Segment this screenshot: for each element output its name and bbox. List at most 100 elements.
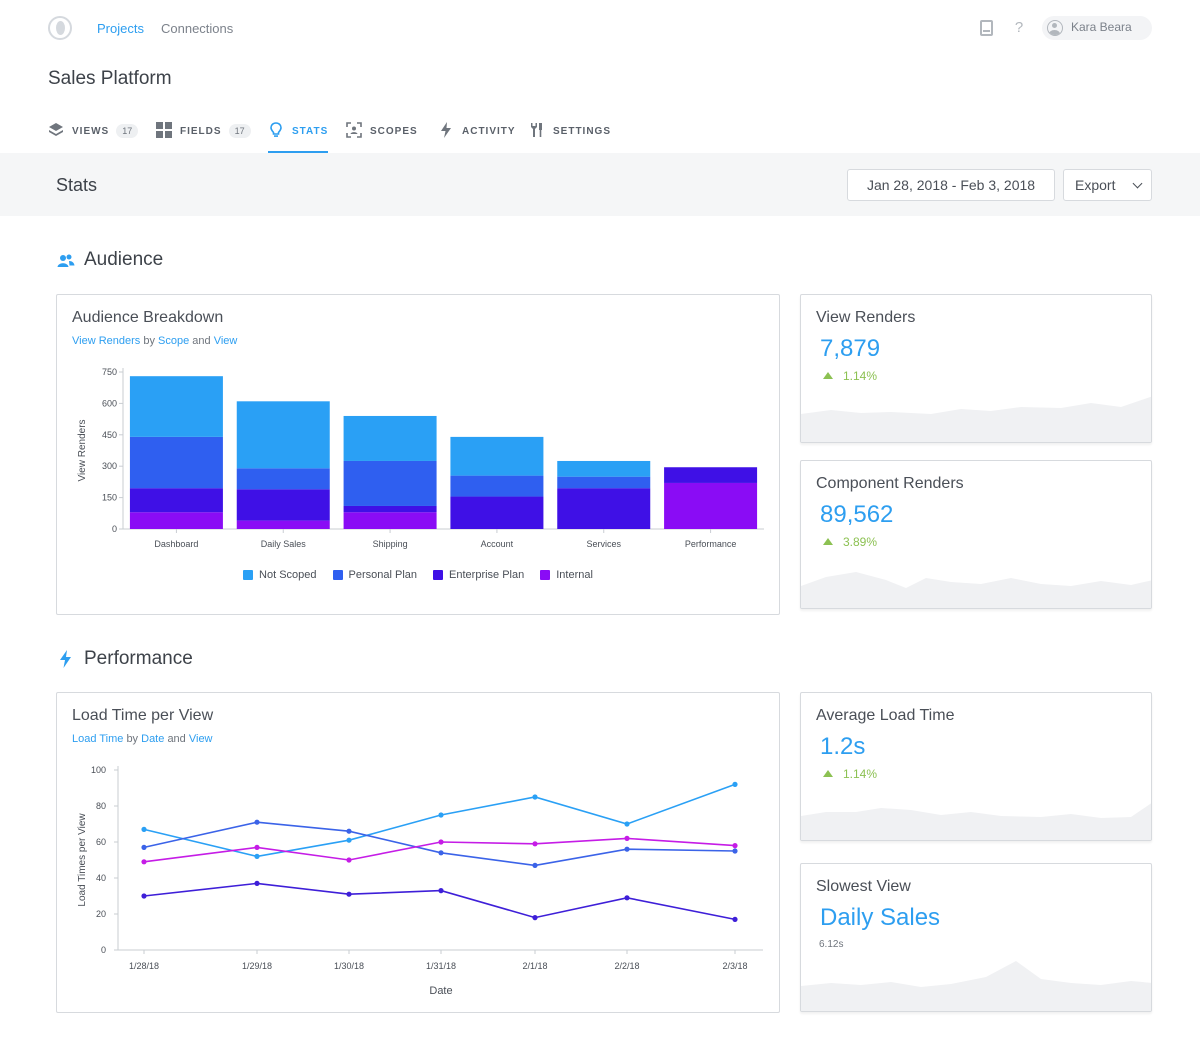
y-tick-label: 0 [112, 524, 117, 534]
bar-segment [129, 488, 223, 513]
nav-projects[interactable]: Projects [97, 21, 144, 36]
legend-label: Enterprise Plan [449, 569, 525, 581]
data-point [254, 853, 260, 859]
audience-breakdown-card: Audience Breakdown View Renders by Scope… [56, 294, 780, 615]
legend-item[interactable]: Not Scoped [243, 569, 317, 581]
y-tick-label: 750 [102, 367, 117, 377]
data-point [732, 916, 738, 922]
subtitle-metric-link[interactable]: View Renders [72, 335, 141, 347]
bar-segment [343, 512, 437, 529]
tab-fields[interactable]: FIELDS 17 [156, 122, 251, 153]
bar-segment [236, 489, 330, 521]
bar-segment [343, 505, 437, 513]
x-tick-label: 2/1/18 [522, 961, 547, 971]
subtitle-dim2-link[interactable]: View [188, 733, 213, 745]
data-point [624, 895, 630, 901]
load-time-card: Load Time per View Load Time by Date and… [56, 692, 780, 1013]
tab-settings[interactable]: SETTINGS [529, 122, 611, 153]
top-nav: Projects Connections ? Kara Beara [0, 0, 1200, 56]
subtitle-dim1-link[interactable]: Date [141, 733, 165, 745]
legend-swatch [540, 570, 551, 580]
tab-fields-label: FIELDS [180, 126, 222, 137]
data-point [141, 893, 147, 899]
legend-label: Personal Plan [348, 569, 418, 581]
slowest-view-title: Slowest View [816, 878, 911, 895]
tab-views-count: 17 [116, 124, 139, 138]
audience-section-title: Audience [84, 249, 164, 270]
subtitle-dim2-link[interactable]: View [213, 335, 238, 347]
view-renders-card: View Renders 7,879 1.14% [800, 294, 1152, 443]
docs-book-icon[interactable] [980, 20, 993, 36]
data-point [346, 837, 352, 843]
x-tick-label: Account [481, 539, 514, 549]
data-point [141, 844, 147, 850]
x-tick-label: 1/31/18 [426, 961, 456, 971]
x-tick-label: Daily Sales [261, 539, 307, 549]
data-point [532, 794, 538, 800]
y-tick-label: 150 [102, 493, 117, 503]
data-point [532, 862, 538, 868]
y-tick-label: 20 [96, 909, 106, 919]
legend-item[interactable]: Internal [540, 569, 593, 581]
data-point [532, 915, 538, 921]
view-renders-change: 1.14% [823, 369, 877, 383]
y-tick-label: 300 [102, 461, 117, 471]
y-tick-label: 600 [102, 398, 117, 408]
logo-icon[interactable] [48, 16, 72, 40]
tab-scopes[interactable]: SCOPES [346, 122, 418, 153]
slowest-view-value[interactable]: Daily Sales [820, 904, 941, 931]
grid-icon [156, 122, 172, 138]
stats-title: Stats [56, 175, 98, 195]
audience-bar-chart: 0 150 300 450 600 750 View Renders Dashboard Dai… [77, 367, 764, 549]
bolt-icon [438, 122, 454, 138]
date-range-button[interactable]: Jan 28, 2018 - Feb 3, 2018 [847, 169, 1055, 201]
export-button[interactable]: Export [1063, 169, 1152, 201]
legend-item[interactable]: Personal Plan [332, 569, 418, 581]
view-renders-value: 7,879 [820, 335, 881, 362]
stats-header: Stats Jan 28, 2018 - Feb 3, 2018 Export [0, 153, 1200, 216]
legend-swatch [433, 570, 444, 580]
nav-connections[interactable]: Connections [161, 21, 234, 36]
data-point [346, 828, 352, 834]
slowest-view-time: 6.12s [819, 939, 844, 950]
chevron-down-icon [1132, 178, 1143, 189]
lightbulb-icon [268, 122, 284, 138]
view-renders-change-value: 1.14% [843, 369, 878, 383]
tab-fields-count: 17 [228, 124, 251, 138]
tab-views[interactable]: VIEWS 17 [48, 122, 139, 153]
data-point [346, 891, 352, 897]
x-tick-label: 1/28/18 [129, 961, 159, 971]
bar-segment [236, 401, 330, 469]
trend-up-icon [823, 770, 833, 777]
average-load-time-change-value: 1.14% [843, 767, 878, 781]
component-renders-value: 89,562 [820, 501, 894, 528]
legend-label: Not Scoped [259, 569, 317, 581]
x-tick-label: 2/2/18 [614, 961, 639, 971]
data-point [532, 841, 538, 847]
subtitle-dim1-link[interactable]: Scope [158, 335, 190, 347]
subtitle-metric-link[interactable]: Load Time [72, 733, 124, 745]
tools-icon [529, 122, 545, 138]
x-tick-label: 2/3/18 [722, 961, 747, 971]
y-tick-label: 0 [101, 945, 106, 955]
component-renders-title: Component Renders [816, 475, 964, 492]
tab-scopes-label: SCOPES [370, 126, 418, 137]
y-tick-label: 450 [102, 430, 117, 440]
data-point [438, 839, 444, 845]
legend-item[interactable]: Enterprise Plan [433, 569, 524, 581]
data-point [438, 888, 444, 894]
audience-chart-title: Audience Breakdown [72, 309, 224, 326]
bar-segment [129, 512, 223, 529]
x-tick-label: 1/29/18 [242, 961, 272, 971]
load-time-line-chart: 0 20 40 60 80 100 Load Times per View 1/28/18 1/… [77, 765, 763, 997]
load-time-chart-title: Load Time per View [72, 707, 214, 724]
bar-segment [129, 376, 223, 437]
tab-stats[interactable]: STATS [268, 122, 329, 153]
layers-icon [48, 122, 64, 138]
component-renders-change-value: 3.89% [843, 535, 878, 549]
tab-activity[interactable]: ACTIVITY [438, 122, 516, 153]
help-icon[interactable]: ? [1014, 19, 1024, 36]
subtitle-and: and [192, 335, 211, 347]
legend-label: Internal [556, 569, 593, 581]
user-menu[interactable]: Kara Beara [1042, 16, 1152, 40]
